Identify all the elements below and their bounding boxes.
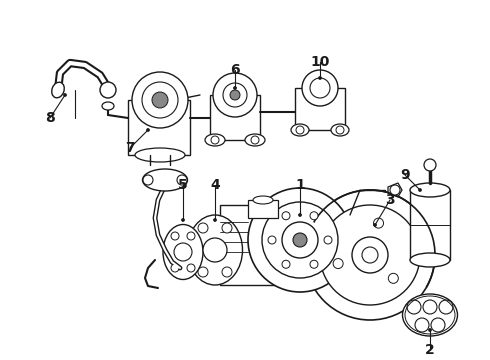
Ellipse shape xyxy=(135,148,185,162)
Circle shape xyxy=(171,264,179,272)
Circle shape xyxy=(234,86,237,90)
Circle shape xyxy=(181,219,185,221)
Circle shape xyxy=(407,300,421,314)
Circle shape xyxy=(439,300,453,314)
Circle shape xyxy=(143,175,153,185)
Circle shape xyxy=(362,247,378,263)
Circle shape xyxy=(262,202,338,278)
Circle shape xyxy=(223,83,247,107)
Circle shape xyxy=(373,224,376,226)
Circle shape xyxy=(222,223,232,233)
Bar xyxy=(220,205,325,285)
Text: 8: 8 xyxy=(45,111,55,125)
Circle shape xyxy=(318,77,321,80)
Bar xyxy=(210,95,260,140)
Circle shape xyxy=(100,82,116,98)
Text: 7: 7 xyxy=(125,141,135,155)
Text: 10: 10 xyxy=(310,55,330,69)
Circle shape xyxy=(198,267,208,277)
Text: 5: 5 xyxy=(178,178,188,192)
Circle shape xyxy=(171,232,179,240)
Circle shape xyxy=(302,70,338,106)
Circle shape xyxy=(310,78,330,98)
Bar xyxy=(295,88,345,130)
Circle shape xyxy=(214,219,217,221)
Ellipse shape xyxy=(102,102,114,110)
Circle shape xyxy=(373,218,384,228)
Circle shape xyxy=(310,260,318,268)
Circle shape xyxy=(298,213,301,216)
Circle shape xyxy=(324,236,332,244)
Circle shape xyxy=(282,222,318,258)
Circle shape xyxy=(320,205,420,305)
Circle shape xyxy=(389,273,398,283)
Circle shape xyxy=(293,233,307,247)
Circle shape xyxy=(187,264,195,272)
Bar xyxy=(128,100,190,155)
Circle shape xyxy=(152,92,168,108)
Ellipse shape xyxy=(205,134,225,146)
Circle shape xyxy=(230,90,240,100)
Bar xyxy=(410,190,450,260)
Circle shape xyxy=(415,318,429,332)
Ellipse shape xyxy=(52,82,64,98)
Text: 2: 2 xyxy=(425,343,435,357)
Ellipse shape xyxy=(291,124,309,136)
Bar xyxy=(248,200,278,218)
Circle shape xyxy=(203,238,227,262)
Circle shape xyxy=(187,232,195,240)
Circle shape xyxy=(282,260,290,268)
Ellipse shape xyxy=(253,196,273,204)
Circle shape xyxy=(424,159,436,171)
Circle shape xyxy=(251,136,259,144)
Circle shape xyxy=(333,258,343,269)
Circle shape xyxy=(147,129,149,131)
Circle shape xyxy=(142,82,178,118)
Circle shape xyxy=(268,236,276,244)
Ellipse shape xyxy=(331,124,349,136)
Ellipse shape xyxy=(163,225,203,279)
Circle shape xyxy=(431,318,445,332)
Ellipse shape xyxy=(402,294,458,336)
Polygon shape xyxy=(388,183,402,197)
Text: 3: 3 xyxy=(385,193,395,207)
Ellipse shape xyxy=(245,134,265,146)
Circle shape xyxy=(177,175,187,185)
Ellipse shape xyxy=(410,253,450,267)
Text: 1: 1 xyxy=(295,178,305,192)
Circle shape xyxy=(282,212,290,220)
Circle shape xyxy=(418,189,421,192)
Ellipse shape xyxy=(143,169,188,191)
Circle shape xyxy=(211,136,219,144)
Circle shape xyxy=(213,73,257,117)
Text: 9: 9 xyxy=(400,168,410,182)
Circle shape xyxy=(428,328,432,332)
Circle shape xyxy=(296,126,304,134)
Circle shape xyxy=(174,243,192,261)
Circle shape xyxy=(352,237,388,273)
Circle shape xyxy=(132,72,188,128)
Circle shape xyxy=(222,267,232,277)
Circle shape xyxy=(305,190,435,320)
Circle shape xyxy=(198,223,208,233)
Ellipse shape xyxy=(188,215,243,285)
Circle shape xyxy=(248,188,352,292)
Circle shape xyxy=(423,300,437,314)
Text: 6: 6 xyxy=(230,63,240,77)
Circle shape xyxy=(310,212,318,220)
Text: 4: 4 xyxy=(210,178,220,192)
Ellipse shape xyxy=(410,183,450,197)
Circle shape xyxy=(336,126,344,134)
Circle shape xyxy=(390,185,400,195)
Circle shape xyxy=(64,94,67,96)
